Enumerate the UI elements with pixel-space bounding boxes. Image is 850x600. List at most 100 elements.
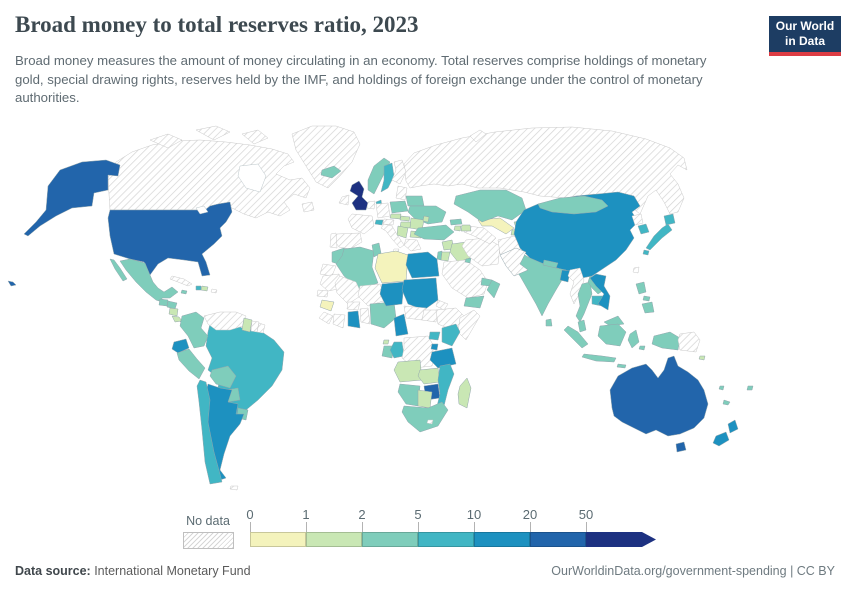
country-mexico-baja[interactable] [109, 258, 128, 282]
country-ghana[interactable] [347, 310, 361, 329]
country-czechia[interactable] [389, 213, 402, 220]
country-south-africa[interactable] [401, 401, 449, 433]
country-new-zealand-south[interactable] [712, 431, 730, 447]
country-poland[interactable] [389, 200, 409, 214]
country-dominican-republic[interactable] [200, 285, 209, 292]
country-russia-novaya[interactable] [469, 129, 487, 143]
country-south-sudan[interactable] [421, 309, 439, 323]
country-germany[interactable] [375, 202, 391, 219]
country-georgia[interactable] [449, 218, 463, 226]
country-yemen[interactable] [463, 295, 485, 309]
country-sudan[interactable] [401, 277, 439, 311]
legend-bin-1-2[interactable] [306, 532, 362, 547]
country-canada-island2[interactable] [195, 125, 231, 141]
country-botswana[interactable] [417, 389, 433, 409]
country-new-zealand-north[interactable] [727, 419, 739, 434]
country-cuba[interactable] [169, 275, 193, 287]
country-papua-new-guinea[interactable] [677, 331, 701, 353]
country-burkina-faso[interactable] [346, 301, 361, 311]
country-peru[interactable] [176, 348, 206, 380]
country-libya[interactable] [374, 250, 409, 284]
country-turkey[interactable] [413, 224, 455, 241]
country-senegal[interactable] [316, 289, 329, 298]
country-japan-honshu[interactable] [645, 223, 673, 251]
country-mexico[interactable] [119, 258, 179, 303]
no-data-swatch[interactable] [183, 532, 234, 549]
legend-bin-5-10[interactable] [418, 532, 474, 547]
country-new-caledonia[interactable] [722, 399, 731, 406]
country-greenland[interactable] [291, 125, 361, 189]
country-usa-hawaii[interactable] [7, 280, 17, 287]
country-russia[interactable] [403, 126, 688, 215]
country-chile[interactable] [196, 379, 223, 485]
country-western-sahara[interactable] [319, 263, 337, 277]
legend-bin-50+[interactable] [586, 532, 656, 547]
country-canada-newfoundland[interactable] [301, 201, 315, 213]
country-madagascar[interactable] [457, 377, 472, 409]
country-mongolia[interactable] [537, 195, 609, 215]
country-niger[interactable] [357, 283, 387, 307]
country-indonesia-maluku[interactable] [638, 345, 646, 351]
country-austria[interactable] [382, 218, 395, 226]
country-indonesia-java[interactable] [581, 353, 617, 363]
country-indonesia-kalimantan[interactable] [597, 323, 627, 347]
country-malaysia-borneo[interactable] [603, 315, 625, 327]
country-nepal[interactable] [542, 259, 559, 269]
country-kuwait[interactable] [464, 257, 472, 264]
country-solomon-islands[interactable] [698, 355, 706, 361]
country-guyana[interactable] [241, 317, 253, 333]
country-tunisia[interactable] [371, 242, 382, 258]
country-north-korea[interactable] [631, 213, 644, 226]
country-guinea[interactable] [319, 299, 335, 312]
country-belarus[interactable] [405, 195, 425, 207]
country-philippines-visayas[interactable] [642, 295, 651, 302]
country-canada-island1[interactable] [149, 133, 183, 149]
country-azerbaijan[interactable] [460, 224, 472, 232]
country-turkmenistan[interactable] [463, 225, 497, 245]
country-egypt[interactable] [405, 251, 440, 279]
country-uganda[interactable] [428, 331, 441, 341]
country-congo[interactable] [389, 341, 405, 359]
country-baltic-states[interactable] [395, 185, 408, 201]
country-serbia-balkans[interactable] [396, 225, 409, 239]
country-greece[interactable] [403, 238, 422, 252]
country-equatorial-guinea[interactable] [382, 339, 390, 345]
country-canada-island3[interactable] [241, 129, 269, 145]
country-switzerland[interactable] [374, 219, 384, 226]
country-angola[interactable] [393, 359, 423, 383]
country-philippines-mindanao[interactable] [641, 301, 655, 314]
country-mozambique[interactable] [435, 363, 455, 411]
country-australia[interactable] [609, 355, 709, 437]
country-sierra-leone-liberia[interactable] [318, 311, 334, 325]
country-france[interactable] [347, 213, 375, 235]
country-zambia[interactable] [417, 367, 441, 385]
country-kenya[interactable] [441, 323, 461, 347]
country-guatemala[interactable] [158, 298, 169, 307]
country-saudi-arabia[interactable] [441, 259, 489, 299]
country-ecuador[interactable] [171, 338, 190, 354]
country-lesotho[interactable] [426, 419, 434, 425]
country-haiti[interactable] [195, 285, 202, 291]
country-eritrea-djibouti[interactable] [435, 299, 449, 311]
country-myanmar[interactable] [567, 267, 585, 305]
country-bolivia[interactable] [209, 365, 237, 389]
country-united-kingdom[interactable] [349, 180, 369, 211]
legend-bin-20-50[interactable] [530, 532, 586, 547]
country-ivory-coast[interactable] [332, 313, 346, 329]
country-south-korea[interactable] [637, 223, 650, 235]
country-indonesia-papua[interactable] [651, 331, 681, 351]
country-indonesia-sumatra[interactable] [563, 325, 589, 349]
country-japan-kyushu[interactable] [642, 249, 650, 256]
country-japan-hokkaido[interactable] [663, 213, 676, 226]
country-nicaragua[interactable] [168, 307, 179, 317]
legend-bin-2-5[interactable] [362, 532, 418, 547]
country-chad[interactable] [379, 281, 405, 307]
country-australia-tasmania[interactable] [675, 441, 687, 453]
country-spain[interactable] [333, 232, 363, 250]
country-canada[interactable] [107, 139, 311, 219]
country-netherlands-belgium[interactable] [366, 200, 376, 210]
country-usa-alaska[interactable] [23, 159, 121, 237]
country-oman[interactable] [486, 279, 501, 299]
country-colombia[interactable] [179, 311, 209, 349]
country-moldova[interactable] [422, 215, 430, 223]
